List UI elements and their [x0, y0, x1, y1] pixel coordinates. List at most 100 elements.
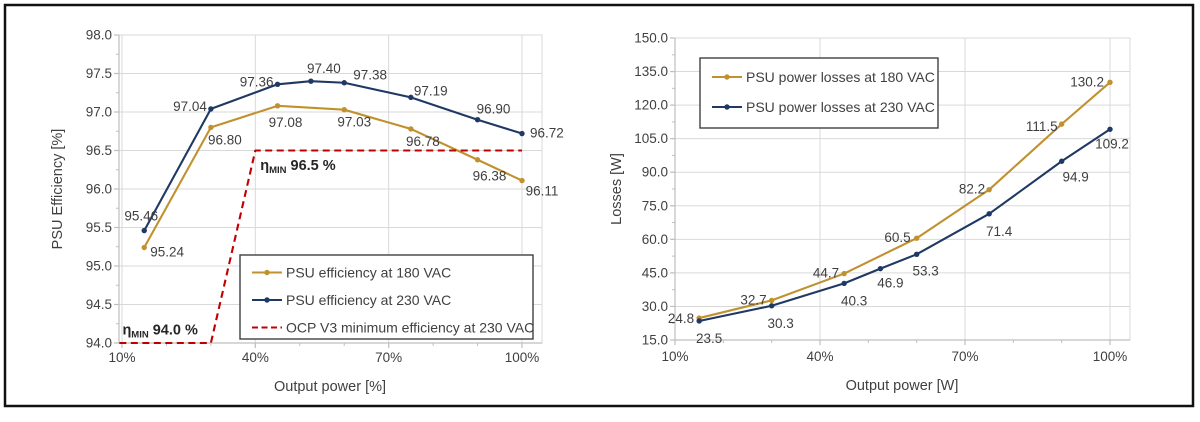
psu-efficiency-chart: 98.0 97.5 97.0 96.5 96.0 95.5 95.0 94.5 94.010% 4…: [50, 28, 564, 396]
annotation-eta-min: ηMIN 94.0 %: [122, 323, 198, 341]
data-label: 96.38: [473, 169, 507, 184]
y-tick-label: 135.0: [634, 64, 668, 79]
x-axis-title: Output power [%]: [274, 379, 386, 395]
data-point-psu-power-losses-at-180-vac: [768, 297, 775, 304]
y-tick-label: 97.5: [86, 66, 112, 81]
legend-label: PSU efficiency at 180 VAC: [286, 264, 451, 280]
series-line-psu-power-losses-at-230-vac: [698, 128, 1111, 323]
data-point-psu-efficiency-at-180-vac: [208, 124, 214, 131]
data-label: 97.19: [414, 83, 448, 98]
series-line-psu-efficiency-at-230-vac: [143, 80, 523, 232]
data-point-psu-efficiency-at-230-vac: [274, 81, 281, 87]
data-point-psu-power-losses-at-230-vac: [841, 280, 847, 287]
data-label: 24.8: [668, 311, 694, 326]
x-tick-label: 70%: [951, 349, 978, 364]
data-label: 71.4: [986, 224, 1013, 239]
legend-box: [699, 57, 939, 129]
legend-entry-psu-power-losses-at-230-vac: PSU power losses at 230 VAC: [712, 99, 935, 115]
data-label: 96.90: [477, 102, 511, 117]
y-tick-label: 94.5: [86, 297, 112, 312]
figure-border: [3, 3, 1195, 408]
data-point-psu-power-losses-at-230-vac: [768, 303, 775, 309]
data-label: 53.3: [913, 263, 939, 278]
data-label: 30.3: [768, 316, 794, 331]
data-point-psu-efficiency-at-180-vac: [341, 106, 347, 113]
y-tick-label: 94.0: [86, 336, 112, 351]
data-point-psu-power-losses-at-230-vac: [913, 251, 920, 258]
data-label: 40.3: [841, 293, 867, 308]
legend-box: [239, 254, 534, 340]
y-tick-label: 96.5: [86, 143, 112, 158]
data-point-psu-power-losses-at-230-vac: [696, 318, 702, 324]
data-point-psu-efficiency-at-230-vac: [141, 227, 147, 234]
data-label: 44.7: [813, 266, 839, 281]
data-label: 111.5: [1026, 119, 1058, 134]
legend: PSU efficiency at 180 VAC PSU efficiency …: [239, 254, 534, 340]
legend-marker-dot: [724, 104, 730, 110]
x-tick-label: 100%: [1093, 349, 1128, 364]
y-tick-label: 97.0: [86, 105, 112, 120]
legend-label: PSU efficiency at 230 VAC: [286, 292, 451, 308]
data-point-psu-power-losses-at-180-vac: [841, 270, 847, 277]
data-label: 109.2: [1095, 136, 1129, 151]
annotation-eta-min: ηMIN 96.5 %: [260, 158, 336, 176]
data-label: 32.7: [740, 292, 766, 307]
legend-label: PSU power losses at 230 VAC: [746, 99, 935, 115]
data-label: 97.40: [307, 61, 341, 76]
y-tick-label: 95.0: [86, 259, 112, 274]
data-point-psu-efficiency-at-180-vac: [519, 177, 525, 184]
y-axis-title: PSU Efficiency [%]: [50, 129, 66, 250]
data-point-psu-efficiency-at-180-vac: [474, 157, 481, 163]
legend-marker-dot: [264, 297, 270, 303]
x-tick-label: 40%: [242, 350, 269, 365]
data-point-psu-efficiency-at-180-vac: [274, 103, 281, 109]
psu-losses-chart: 150.0 135.0 120.0 105.0 90.0 75.0 60.0 45.0 30.0…: [609, 31, 1131, 394]
data-label: 94.9: [1063, 169, 1089, 184]
data-point-psu-power-losses-at-180-vac: [986, 186, 992, 193]
y-axis-title: Losses [W]: [609, 153, 625, 225]
data-label: 96.80: [208, 132, 242, 147]
data-label: 23.5: [696, 331, 722, 346]
legend-entry-psu-power-losses-at-180-vac: PSU power losses at 180 VAC: [712, 69, 935, 85]
x-tick-label: 10%: [108, 350, 135, 365]
data-label: 95.46: [124, 209, 158, 224]
data-label: 60.5: [884, 230, 910, 245]
y-tick-label: 75.0: [642, 198, 668, 213]
y-tick-label: 95.5: [86, 220, 112, 235]
data-point-psu-power-losses-at-230-vac: [986, 211, 992, 217]
data-label: 96.11: [526, 184, 559, 199]
data-label: 46.9: [877, 276, 903, 291]
data-point-psu-power-losses-at-230-vac: [1107, 126, 1113, 132]
legend-entry-ocp-v3-minimum-efficiency-at-230-vac: OCP V3 minimum efficiency at 230 VAC: [252, 319, 534, 335]
data-label: 130.2: [1070, 74, 1104, 89]
data-point-psu-efficiency-at-180-vac: [408, 126, 414, 132]
y-tick-label: 15.0: [642, 333, 668, 348]
x-axis-title: Output power [W]: [846, 378, 959, 394]
y-tick-label: 120.0: [634, 98, 668, 113]
y-tick-label: 96.0: [86, 182, 112, 197]
x-tick-label: 70%: [375, 350, 402, 365]
x-tick-label: 10%: [661, 349, 688, 364]
legend-marker-dot: [724, 74, 730, 80]
series-line-ocp-v3-minimum-efficiency-at-230-vac: [119, 149, 522, 345]
data-label: 82.2: [959, 182, 985, 197]
data-label: 97.03: [337, 115, 371, 130]
y-tick-label: 98.0: [86, 28, 112, 43]
y-tick-label: 150.0: [634, 31, 668, 46]
data-label: 95.24: [150, 245, 184, 260]
data-point-psu-efficiency-at-180-vac: [141, 244, 147, 251]
y-tick-label: 30.0: [642, 299, 668, 314]
legend-entry-psu-efficiency-at-180-vac: PSU efficiency at 180 VAC: [252, 264, 451, 280]
legend-label: PSU power losses at 180 VAC: [746, 69, 935, 85]
data-label: 97.04: [173, 99, 207, 114]
data-label: 97.08: [269, 115, 303, 130]
data-point-psu-efficiency-at-230-vac: [308, 78, 314, 84]
data-point-psu-efficiency-at-230-vac: [408, 94, 414, 101]
data-point-psu-efficiency-at-230-vac: [341, 80, 347, 86]
y-tick-label: 60.0: [642, 232, 668, 247]
data-label: 97.38: [353, 68, 387, 83]
data-label: 96.78: [406, 134, 440, 149]
x-tick-label: 40%: [806, 349, 833, 364]
data-point-psu-power-losses-at-180-vac: [913, 235, 920, 241]
data-point-psu-efficiency-at-230-vac: [208, 106, 214, 112]
